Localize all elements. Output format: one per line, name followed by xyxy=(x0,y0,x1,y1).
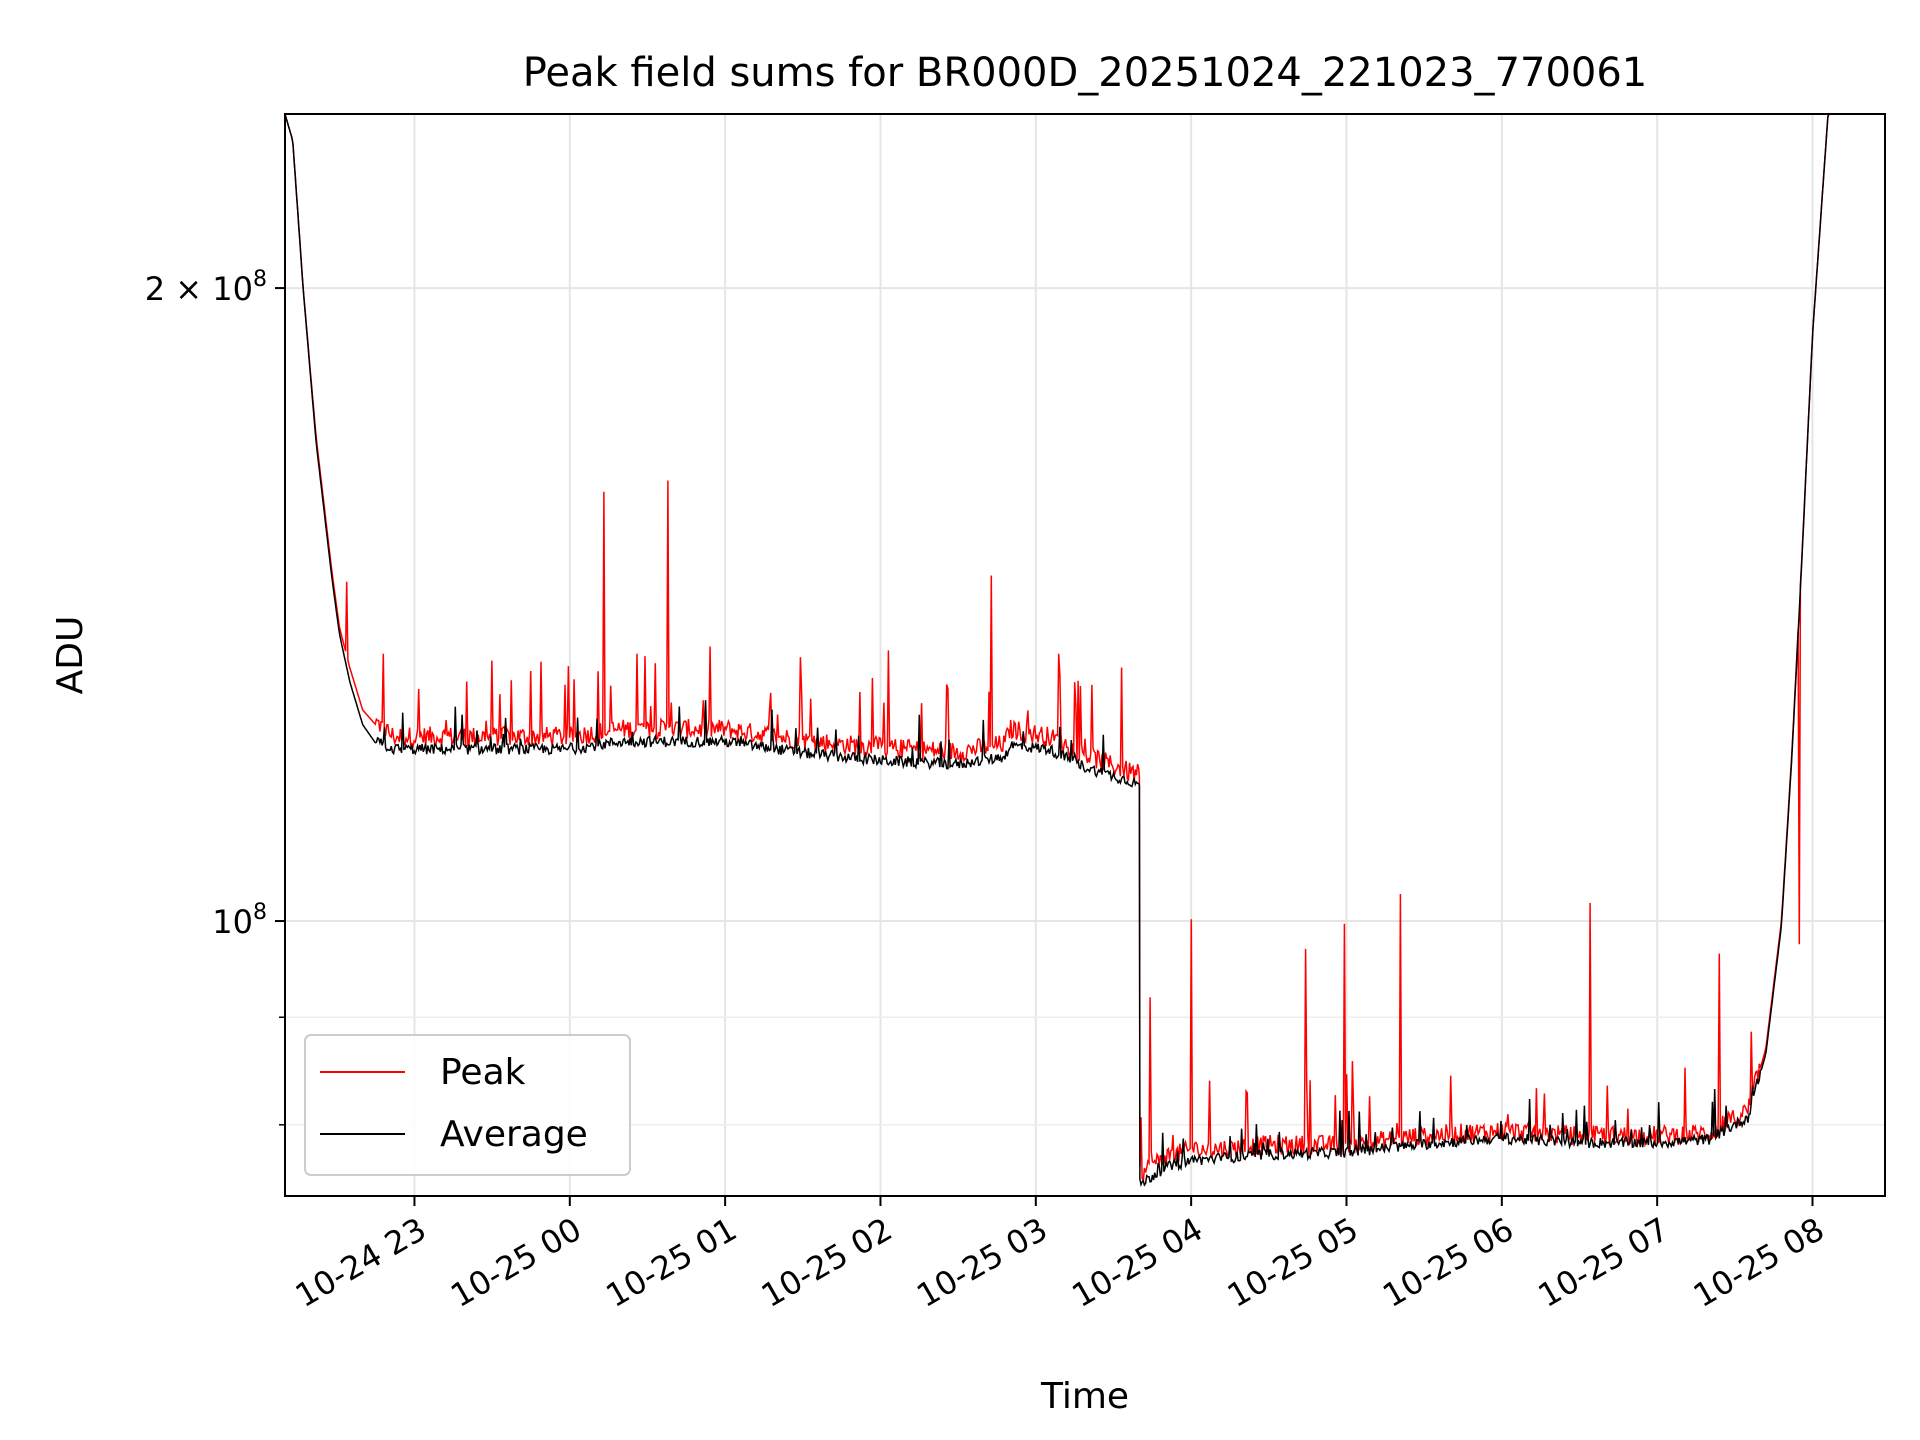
plot-frame xyxy=(284,113,1886,1197)
legend: Peak Average xyxy=(304,1034,631,1176)
series-line-average xyxy=(285,114,1885,1188)
series-line-peak xyxy=(285,114,1885,1182)
x-axis-label: Time xyxy=(1040,1376,1129,1417)
legend-label-average: Average xyxy=(440,1114,588,1155)
legend-label-peak: Peak xyxy=(440,1052,526,1093)
y-tick-label: 108 xyxy=(212,900,267,941)
legend-box xyxy=(304,1034,631,1176)
grid xyxy=(285,114,1885,1196)
y-ticks: 108 2 × 108 xyxy=(145,267,285,1126)
series-layer xyxy=(285,114,1885,1188)
chart-title: Peak field sums for BR000D_20251024_2210… xyxy=(523,50,1648,96)
y-tick-label: 2 × 108 xyxy=(145,267,267,308)
y-axis-label: ADU xyxy=(50,616,91,695)
